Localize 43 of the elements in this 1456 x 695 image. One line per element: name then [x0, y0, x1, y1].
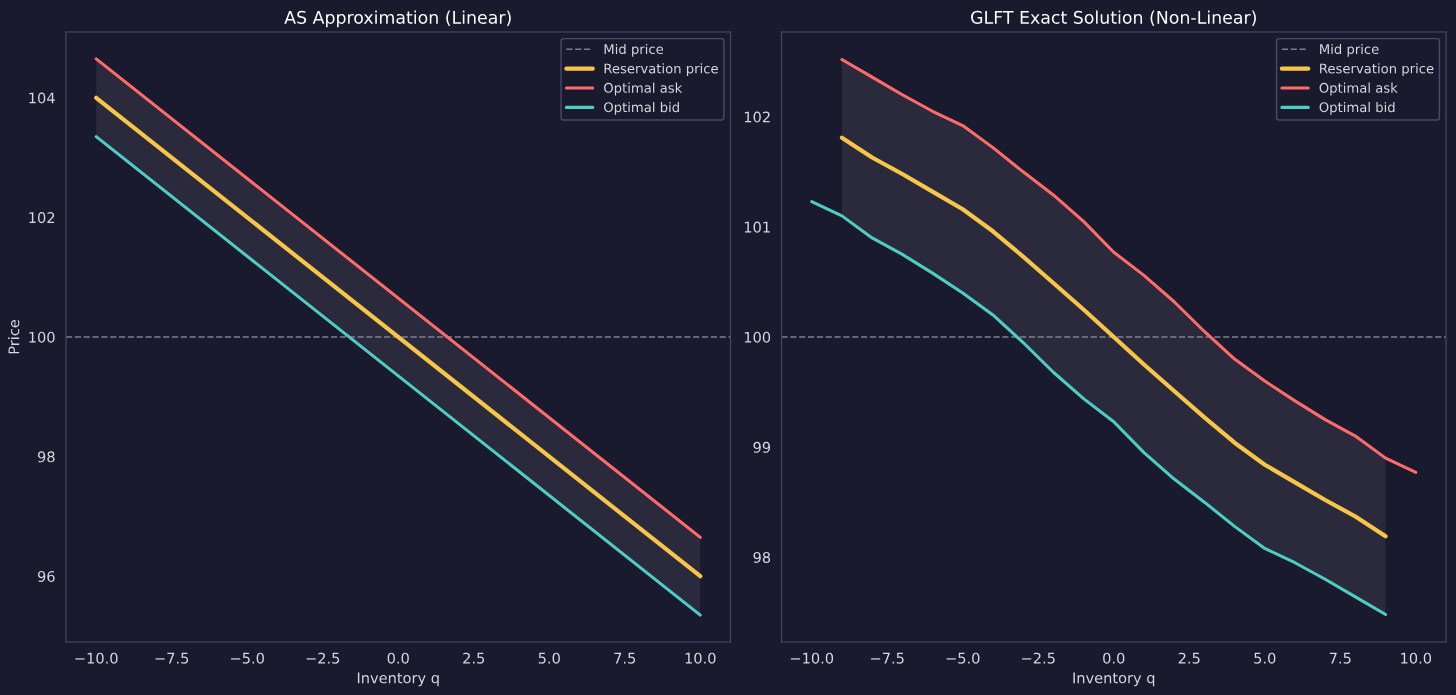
y-tick-label: 101 [744, 221, 770, 233]
y-tick-label: 104 [29, 92, 55, 104]
y-tick-label: 99 [753, 441, 771, 453]
y-tick-label: 100 [744, 331, 771, 343]
x-tick-label: 0.0 [387, 652, 409, 664]
x-tick-label: −7.5 [871, 652, 904, 664]
x-tick-label: 5.0 [538, 652, 560, 664]
x-tick-label: 7.5 [1329, 652, 1351, 664]
x-axis-title: Inventory q [357, 672, 439, 687]
legend-label: Optimal bid [1319, 101, 1395, 115]
y-tick-label: 96 [37, 570, 55, 582]
line-series [839, 135, 1388, 539]
y-tick-label: 98 [37, 451, 55, 463]
y-tick-label: 102 [744, 111, 770, 123]
chart-title: GLFT Exact Solution (Non-Linear) [971, 10, 1256, 26]
x-tick-label: 2.5 [463, 652, 485, 664]
legend-label: Optimal bid [604, 101, 679, 115]
legend-label: Optimal ask [1319, 82, 1398, 96]
line-series [810, 200, 1388, 616]
x-tick-label: 0.0 [1103, 652, 1125, 664]
x-axis-title: Inventory q [1073, 672, 1155, 687]
x-tick-label: −10.0 [790, 652, 834, 664]
x-tick-label: −5.0 [231, 652, 264, 664]
legend-label: Optimal ask [604, 82, 683, 96]
legend-label: Reservation price [604, 63, 718, 77]
y-tick-label: 100 [29, 331, 55, 343]
x-tick-label: −2.5 [1022, 652, 1055, 664]
x-tick-label: 10.0 [1401, 652, 1432, 664]
legend-label: Mid price [1320, 43, 1379, 57]
x-tick-label: −7.5 [155, 652, 189, 664]
x-tick-label: −5.0 [946, 652, 980, 664]
x-tick-label: 7.5 [614, 652, 636, 664]
y-tick-label: 102 [29, 212, 55, 224]
x-tick-label: −2.5 [306, 652, 340, 664]
x-tick-label: 2.5 [1178, 652, 1200, 664]
x-tick-label: 10.0 [685, 652, 716, 664]
x-tick-label: 5.0 [1254, 652, 1276, 664]
x-tick-label: −10.0 [75, 652, 118, 664]
chart-title: AS Approximation (Linear) [284, 10, 511, 28]
y-tick-label: 98 [753, 551, 771, 563]
y-axis-title: Price [8, 319, 20, 354]
legend-label: Mid price [604, 43, 664, 57]
legend-label: Reservation price [1320, 63, 1434, 77]
